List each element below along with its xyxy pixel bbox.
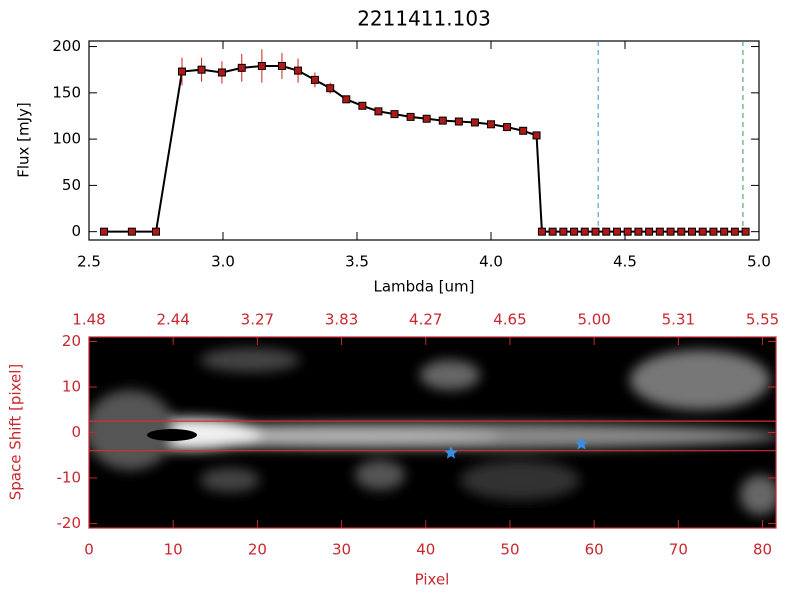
- data-point: [470, 118, 479, 127]
- data-point: [741, 227, 750, 236]
- spectral-image: [89, 337, 776, 528]
- x-tick-label: 20: [248, 541, 267, 559]
- data-line: [104, 64, 746, 233]
- x2-tick-label: 1.48: [72, 311, 105, 329]
- x-tick-label: 0: [84, 541, 94, 559]
- data-point: [310, 75, 319, 84]
- y-tick-label: 150: [52, 83, 81, 101]
- x-tick-label: 3.0: [211, 253, 235, 271]
- data-point: [100, 227, 109, 236]
- y-axis-label: Space Shift [pixel]: [7, 364, 25, 501]
- x-tick-label: 40: [416, 541, 435, 559]
- data-point: [326, 84, 335, 93]
- y-axis-label: Flux [mJy]: [15, 102, 33, 178]
- data-point: [152, 227, 160, 236]
- y-tick-label: 20: [62, 332, 81, 350]
- data-point: [406, 112, 415, 121]
- y-tick-label: -10: [57, 468, 82, 486]
- y-tick-label: 50: [62, 176, 81, 194]
- data-point: [390, 110, 399, 119]
- data-point: [438, 116, 447, 125]
- data-point: [294, 66, 303, 75]
- data-point: [257, 61, 266, 70]
- data-point: [422, 114, 431, 123]
- x-tick-label: 10: [164, 541, 183, 559]
- data-point: [602, 227, 611, 236]
- x2-tick-label: 4.27: [409, 311, 442, 329]
- data-point: [666, 227, 675, 236]
- data-point: [374, 107, 383, 116]
- data-point: [623, 227, 632, 236]
- x-tick-label: 60: [585, 541, 604, 559]
- x2-tick-label: 3.27: [241, 311, 274, 329]
- x-tick-label: 2.5: [77, 253, 101, 271]
- chart-title: 2211411.103: [357, 7, 491, 31]
- x-tick-label: 5.0: [747, 253, 771, 271]
- y-tick-label: 100: [52, 130, 81, 148]
- x2-tick-label: 3.83: [325, 311, 358, 329]
- data-point: [698, 227, 707, 236]
- data-point: [127, 227, 136, 236]
- x-tick-label: 70: [669, 541, 688, 559]
- source-marker: [444, 446, 458, 459]
- x2-tick-label: 5.00: [577, 311, 610, 329]
- y-tick-label: 0: [71, 222, 81, 240]
- y-tick-label: 10: [62, 378, 81, 396]
- data-point: [503, 123, 512, 132]
- data-point: [197, 65, 206, 74]
- data-point: [634, 227, 643, 236]
- data-point: [237, 63, 246, 72]
- data-point: [677, 227, 686, 236]
- x-tick-label: 30: [332, 541, 351, 559]
- data-point: [342, 95, 351, 104]
- data-point: [720, 227, 729, 236]
- x-tick-label: 80: [753, 541, 772, 559]
- y-tick-label: -20: [57, 514, 82, 532]
- plot-frame: [88, 40, 760, 241]
- x-tick-label: 3.5: [345, 253, 369, 271]
- data-point: [612, 227, 621, 236]
- data-point: [537, 227, 546, 236]
- data-point: [730, 227, 739, 236]
- y-tick-label: 0: [71, 423, 81, 441]
- y-tick-label: 200: [52, 37, 81, 55]
- x-tick-label: 50: [500, 541, 519, 559]
- data-point: [177, 67, 186, 76]
- data-point: [358, 101, 367, 110]
- data-point: [709, 227, 718, 236]
- data-point: [655, 227, 664, 236]
- data-point: [559, 227, 568, 236]
- data-point: [277, 61, 286, 70]
- data-point: [217, 68, 226, 77]
- data-point: [519, 126, 528, 135]
- data-point: [570, 227, 579, 236]
- x-axis-label: Pixel: [415, 571, 450, 589]
- data-point: [548, 227, 557, 236]
- x2-tick-label: 2.44: [156, 311, 189, 329]
- data-point: [487, 120, 495, 129]
- x-tick-label: 4.5: [613, 253, 637, 271]
- x2-tick-label: 4.65: [493, 311, 526, 329]
- data-point: [591, 227, 600, 236]
- data-point: [580, 227, 589, 236]
- data-point: [454, 117, 463, 126]
- source-marker: [574, 436, 589, 450]
- data-point: [688, 227, 696, 236]
- x-tick-label: 4.0: [479, 253, 503, 271]
- x2-tick-label: 5.55: [746, 311, 779, 329]
- data-point: [645, 227, 654, 236]
- x-axis-label: Lambda [um]: [374, 278, 475, 296]
- data-point: [532, 131, 541, 140]
- x2-tick-label: 5.31: [662, 311, 695, 329]
